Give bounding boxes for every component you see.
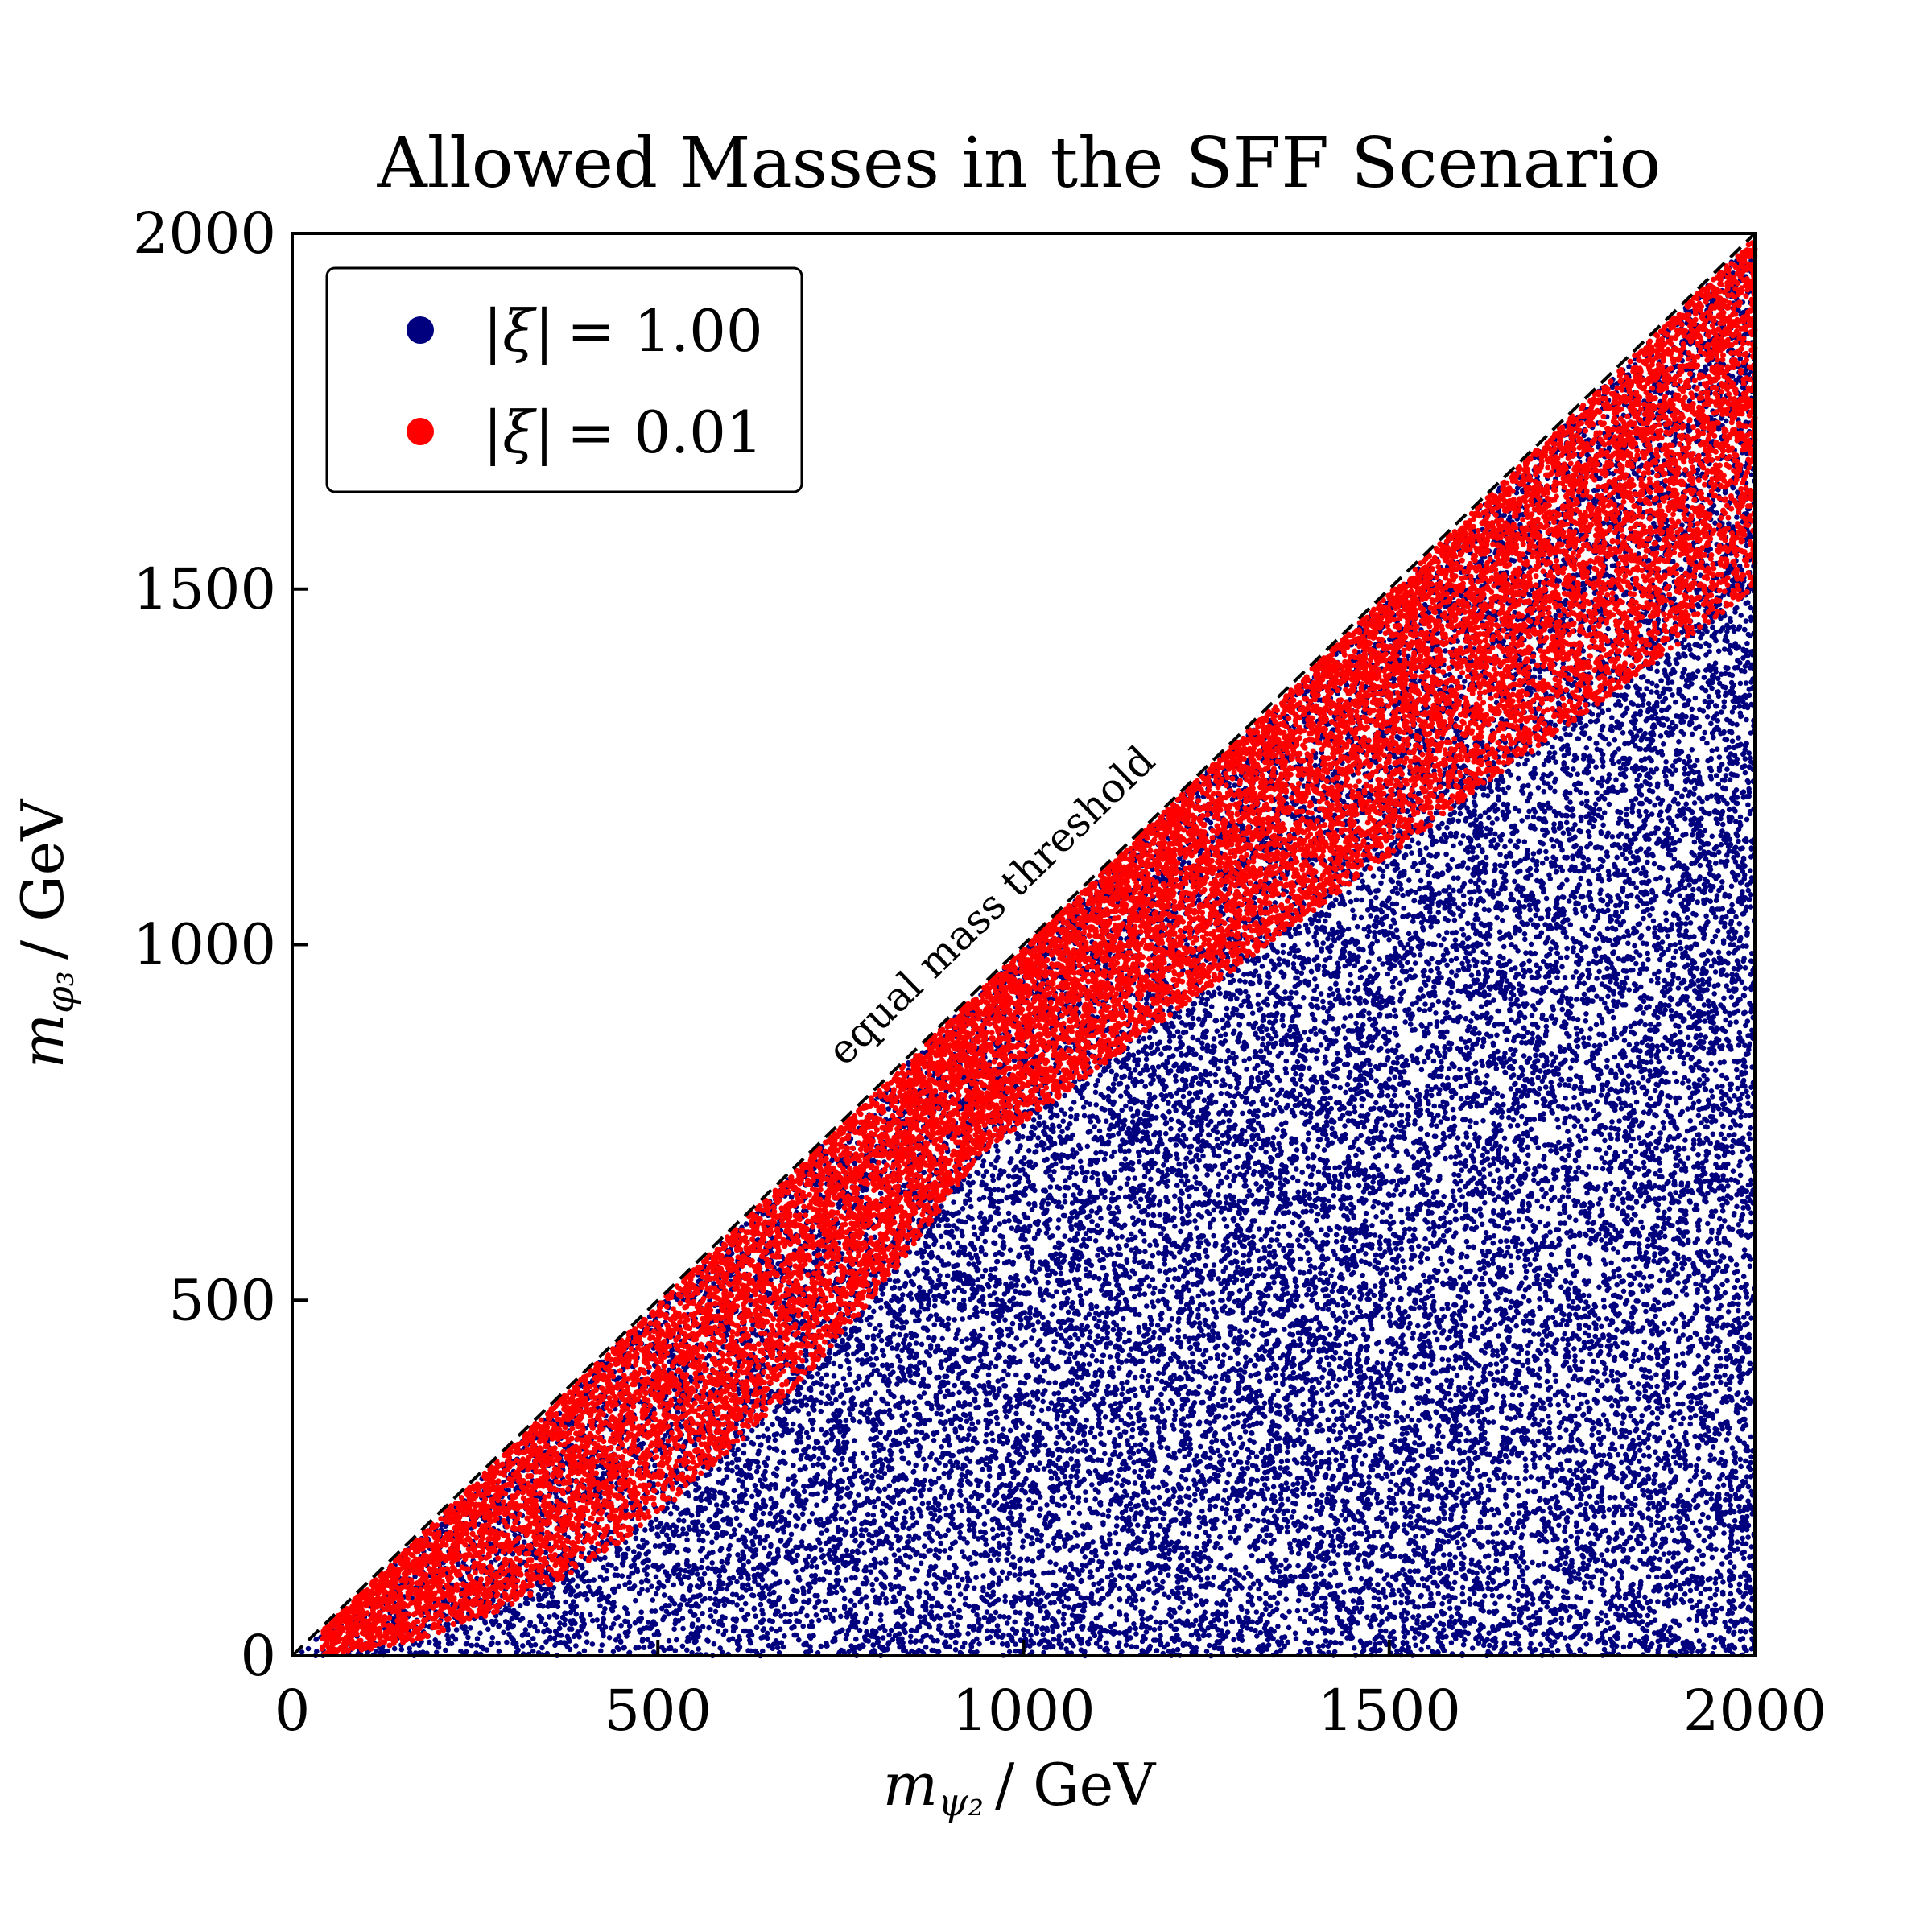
y-tick-label: 1000 — [133, 912, 276, 978]
legend-marker-xi-1-00 — [407, 316, 434, 344]
scatter-points-xi-0-01 — [319, 240, 1758, 1657]
legend-marker-xi-0-01 — [407, 418, 434, 445]
legend-label-xi-0-01: |ξ| = 0.01 — [483, 398, 763, 466]
y-tick-label: 500 — [168, 1267, 276, 1333]
x-tick-label: 2000 — [1683, 1678, 1827, 1744]
y-tick-label: 0 — [240, 1623, 276, 1689]
legend: |ξ| = 1.00 |ξ| = 0.01 — [325, 266, 803, 493]
legend-box — [325, 266, 803, 493]
equal-mass-threshold-line — [291, 232, 1757, 1657]
series-xi-0-01 — [319, 240, 1758, 1657]
y-tick-label: 2000 — [133, 200, 276, 266]
x-tick-label: 500 — [604, 1678, 712, 1744]
x-axis-label: mψ₂ / GeV — [883, 1751, 1157, 1825]
y-axis-ticks: 0 500 1000 1500 2000 — [133, 200, 308, 1689]
y-axis-label: mφ₃/ GeV — [9, 798, 83, 1068]
x-tick-label: 1500 — [1318, 1678, 1461, 1744]
x-tick-label: 0 — [275, 1678, 311, 1744]
x-axis-ticks: 0 500 1000 1500 2000 — [275, 1640, 1827, 1744]
legend-label-xi-1-00: |ξ| = 1.00 — [483, 297, 763, 365]
chart-title: Allowed Masses in the SFF Scenario — [377, 123, 1662, 204]
x-tick-label: 1000 — [952, 1678, 1095, 1744]
y-tick-label: 1500 — [133, 556, 276, 622]
